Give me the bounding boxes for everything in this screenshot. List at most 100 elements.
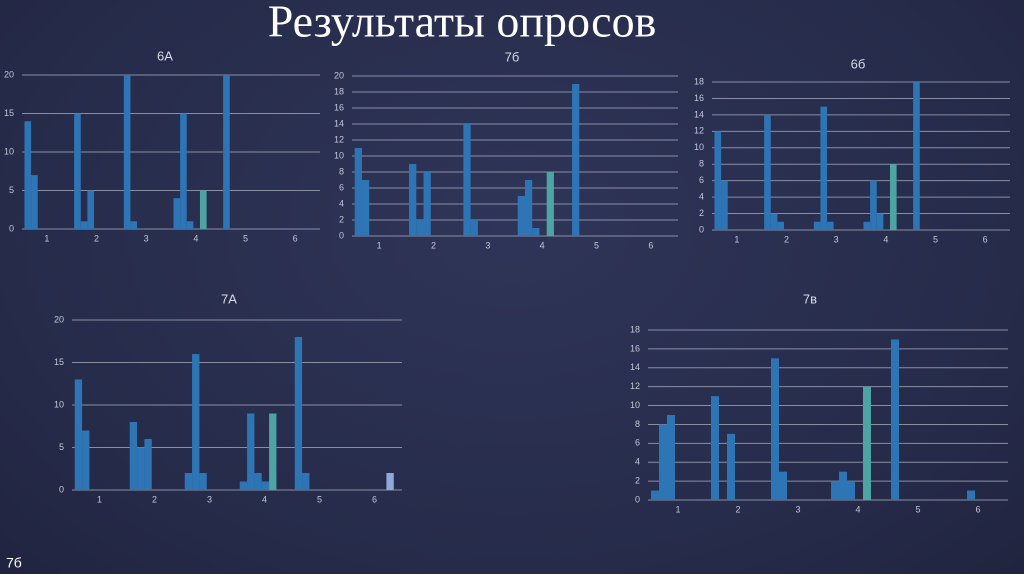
bar <box>123 75 131 229</box>
bar <box>82 430 90 490</box>
bar <box>354 148 362 236</box>
y-tick-label: 14 <box>630 362 640 372</box>
x-tick-label: 4 <box>855 504 860 514</box>
y-tick-label: 0 <box>699 224 704 234</box>
y-tick-label: 6 <box>635 438 640 448</box>
bar <box>80 221 88 229</box>
bar <box>913 82 920 230</box>
chart-title: 6А <box>157 48 173 63</box>
bar <box>386 473 394 490</box>
x-tick-label: 2 <box>152 494 157 504</box>
bar <box>130 221 138 229</box>
bar <box>813 221 821 230</box>
bar <box>770 213 778 230</box>
y-tick-label: 20 <box>4 69 14 79</box>
bar <box>847 481 855 500</box>
bar <box>223 75 230 229</box>
bar <box>771 358 779 500</box>
y-tick-label: 5 <box>9 185 14 195</box>
footer: 7б <box>6 555 22 571</box>
bar <box>764 114 771 230</box>
bar <box>711 396 719 500</box>
bar <box>839 471 847 500</box>
chart-title: 7в <box>803 291 817 306</box>
y-tick-label: 12 <box>334 134 344 144</box>
bar <box>721 180 728 230</box>
y-tick-label: 8 <box>635 419 640 429</box>
bar <box>659 424 667 500</box>
y-tick-label: 0 <box>59 484 64 494</box>
bar <box>889 164 897 230</box>
bar <box>74 379 83 490</box>
x-tick-label: 4 <box>262 494 267 504</box>
x-tick-label: 2 <box>735 504 740 514</box>
bar <box>820 106 828 230</box>
y-tick-label: 2 <box>635 475 640 485</box>
x-tick-label: 2 <box>784 234 789 244</box>
bar <box>470 220 478 236</box>
bar <box>294 337 303 490</box>
bar <box>517 196 525 236</box>
bar <box>891 339 899 500</box>
bar <box>967 490 975 500</box>
bar <box>831 481 839 500</box>
x-tick-label: 3 <box>207 494 212 504</box>
y-tick-label: 6 <box>699 175 704 185</box>
bar <box>31 175 38 229</box>
slide-title: Результаты опросов <box>268 0 657 47</box>
bar <box>129 422 138 490</box>
bar <box>239 481 248 490</box>
bar <box>532 228 540 236</box>
y-tick-label: 2 <box>699 208 704 218</box>
bar <box>247 413 255 490</box>
bar <box>199 190 207 229</box>
x-tick-label: 4 <box>193 233 198 243</box>
y-tick-label: 4 <box>339 198 344 208</box>
y-tick-label: 8 <box>699 159 704 169</box>
y-tick-label: 6 <box>339 182 344 192</box>
x-tick-label: 4 <box>540 240 545 250</box>
bar <box>870 180 877 230</box>
y-tick-label: 10 <box>54 399 64 409</box>
y-tick-label: 18 <box>694 76 704 86</box>
y-tick-label: 0 <box>339 230 344 240</box>
bar <box>779 471 787 500</box>
bar <box>863 221 871 230</box>
y-tick-label: 5 <box>59 442 64 452</box>
bar <box>572 84 580 236</box>
x-tick-label: 5 <box>317 494 322 504</box>
x-tick-label: 6 <box>372 494 377 504</box>
bar <box>727 433 735 500</box>
bar <box>74 113 81 229</box>
y-tick-label: 18 <box>334 86 344 96</box>
x-tick-label: 1 <box>734 234 739 244</box>
bar <box>87 190 95 229</box>
y-tick-label: 10 <box>630 400 640 410</box>
bar <box>651 490 659 500</box>
bar <box>186 221 194 229</box>
bar <box>180 113 187 229</box>
bar <box>261 481 270 490</box>
y-tick-label: 12 <box>630 381 640 391</box>
chart-title: 6б <box>851 56 866 71</box>
y-tick-label: 12 <box>694 126 704 136</box>
y-tick-label: 16 <box>630 343 640 353</box>
x-tick-label: 5 <box>933 234 938 244</box>
y-tick-label: 8 <box>339 166 344 176</box>
y-tick-label: 4 <box>635 457 640 467</box>
x-tick-label: 1 <box>675 504 680 514</box>
y-tick-label: 20 <box>54 314 64 324</box>
bar <box>144 439 152 490</box>
x-tick-label: 6 <box>648 240 653 250</box>
chart-title: 7б <box>505 49 520 64</box>
bar <box>667 415 675 500</box>
chart-title: 7А <box>221 291 237 306</box>
x-tick-label: 6 <box>975 504 980 514</box>
y-tick-label: 10 <box>694 142 704 152</box>
bar <box>173 198 181 229</box>
x-tick-label: 5 <box>243 233 248 243</box>
y-tick-label: 0 <box>9 223 14 233</box>
bar <box>546 172 554 236</box>
bar <box>192 354 200 490</box>
